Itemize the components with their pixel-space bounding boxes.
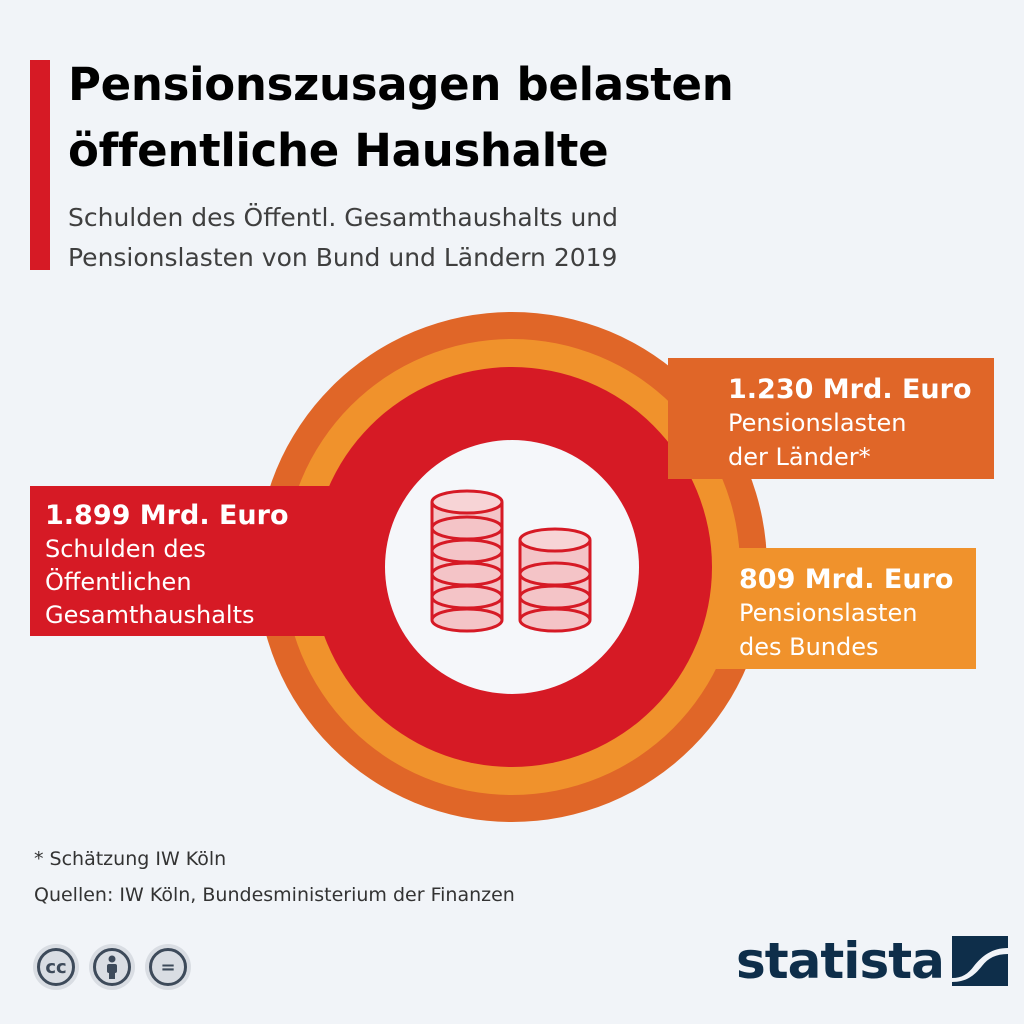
desc-label-schulden-line2: Öffentlichen — [45, 567, 192, 596]
label-box-laender — [668, 358, 994, 479]
desc-label-schulden-line1: Schulden des — [45, 535, 206, 563]
sources: Quellen: IW Köln, Bundesministerium der … — [34, 884, 515, 906]
footnote: * Schätzung IW Köln — [34, 848, 227, 870]
statista-logo[interactable]: statista — [736, 932, 1008, 990]
value-label-laender: 1.230 Mrd. Euro — [728, 374, 972, 405]
license-icons: cc = — [33, 944, 191, 990]
desc-label-laender-line1: Pensionslasten — [728, 409, 906, 437]
page-title: Pensionszusagen belasten öffentliche Hau… — [68, 58, 734, 177]
page-subtitle: Schulden des Öffentl. Gesamthaushalts un… — [68, 203, 619, 272]
statista-mark-icon — [951, 936, 1008, 986]
accent-bar — [30, 60, 50, 270]
label-box-schulden — [30, 486, 360, 636]
ring-center — [385, 440, 639, 694]
desc-label-laender-line2: der Länder* — [728, 443, 871, 471]
no-derivatives-icon[interactable]: = — [145, 944, 191, 990]
person-glyph — [107, 955, 117, 979]
desc-label-bund-line1: Pensionslasten — [739, 599, 917, 627]
label-box-bund — [712, 548, 976, 669]
cc-icon-text: cc — [45, 956, 67, 978]
value-label-schulden: 1.899 Mrd. Euro — [45, 500, 289, 531]
no-derivatives-icon-text: = — [160, 956, 176, 978]
brand-wordmark: statista — [736, 932, 945, 990]
value-label-bund: 809 Mrd. Euro — [739, 564, 953, 595]
desc-label-bund-line2: des Bundes — [739, 633, 879, 661]
coin-stacks-icon — [430, 489, 592, 633]
attribution-icon[interactable] — [89, 944, 135, 990]
desc-label-schulden-line3: Gesamthaushalts — [45, 601, 255, 629]
cc-icon[interactable]: cc — [33, 944, 79, 990]
